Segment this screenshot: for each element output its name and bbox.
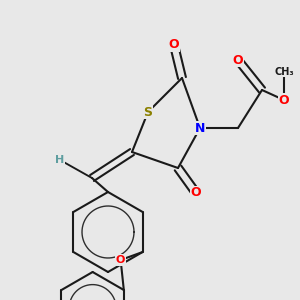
Text: N: N [195,122,205,134]
Text: O: O [169,38,179,52]
Text: O: O [191,187,201,200]
Text: O: O [233,53,243,67]
Text: CH₃: CH₃ [274,67,294,77]
Text: O: O [279,94,289,106]
Text: H: H [56,155,64,165]
Text: O: O [116,255,125,265]
Text: S: S [143,106,152,118]
